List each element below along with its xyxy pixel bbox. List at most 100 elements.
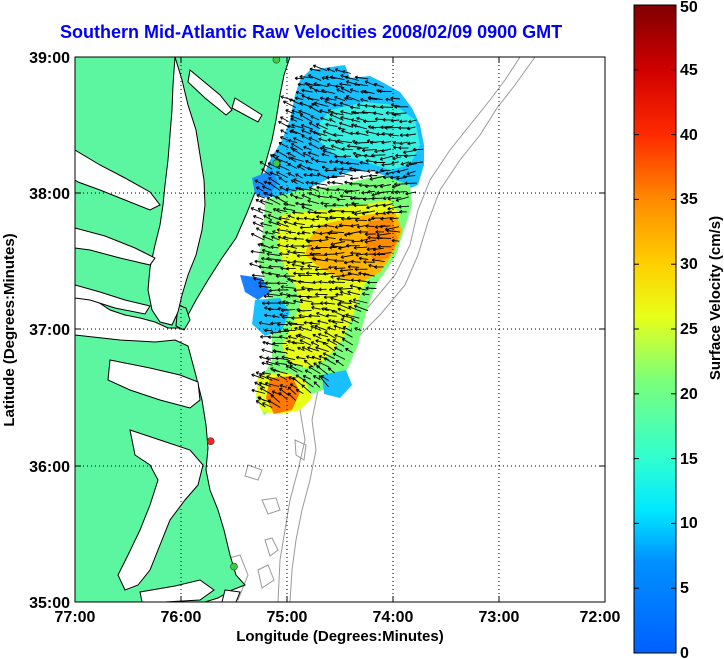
y-tick-label: 37:00	[29, 322, 70, 339]
velocity-arrow	[294, 96, 304, 101]
velocity-arrow	[299, 339, 312, 346]
velocity-arrow	[332, 202, 344, 207]
velocity-arrow	[326, 313, 337, 318]
velocity-arrow	[388, 133, 399, 137]
velocity-arrow	[315, 159, 327, 164]
colorbar-tick-label: 35	[680, 191, 698, 208]
velocity-arrow	[340, 87, 352, 94]
velocity-arrow	[293, 250, 305, 255]
velocity-arrow	[313, 210, 327, 215]
velocity-arrow	[375, 230, 384, 234]
velocity-arrow	[373, 252, 386, 257]
velocity-arrow	[287, 214, 295, 219]
velocity-arrow	[335, 359, 344, 367]
velocity-arrow	[406, 170, 416, 176]
velocity-arrow	[298, 325, 312, 332]
velocity-arrow	[297, 273, 313, 278]
velocity-arrow	[353, 168, 369, 173]
velocity-arrow	[278, 329, 290, 334]
velocity-arrow	[263, 191, 273, 198]
velocity-arrow	[325, 75, 336, 80]
velocity-arrow	[297, 308, 312, 313]
velocity-arrow	[345, 348, 353, 353]
velocity-arrow	[294, 76, 304, 81]
velocity-arrow	[312, 64, 328, 72]
velocity-arrow	[287, 152, 296, 158]
velocity-arrow	[404, 181, 417, 186]
velocity-arrow	[396, 168, 409, 174]
velocity-arrow	[358, 230, 369, 234]
velocity-arrow	[338, 287, 353, 292]
velocity-arrow	[387, 205, 401, 211]
velocity-arrow	[334, 96, 346, 102]
velocity-arrow	[357, 278, 367, 283]
velocity-arrow	[334, 333, 345, 339]
velocity-arrow	[255, 227, 264, 233]
velocity-arrow	[258, 321, 272, 326]
velocity-arrow	[311, 305, 321, 310]
velocity-arrow	[338, 237, 353, 242]
velocity-arrow	[344, 75, 359, 81]
velocity-arrow	[308, 121, 321, 130]
velocity-arrow	[264, 381, 279, 387]
velocity-arrow	[312, 333, 322, 340]
velocity-arrow	[308, 186, 320, 192]
velocity-arrow	[279, 186, 289, 192]
velocity-arrow	[385, 111, 394, 115]
velocity-arrow	[268, 220, 282, 227]
velocity-arrow	[309, 129, 322, 137]
velocity-arrow	[280, 129, 288, 135]
velocity-arrow	[328, 194, 338, 199]
velocity-arrow	[304, 159, 313, 165]
velocity-arrow	[405, 191, 417, 196]
velocity-arrow	[301, 244, 313, 249]
velocity-arrow	[256, 194, 266, 199]
velocity-arrow	[299, 114, 313, 123]
velocity-arrow	[255, 198, 266, 205]
velocity-arrow	[394, 104, 409, 109]
velocity-arrow	[290, 142, 304, 151]
velocity-arrow	[292, 210, 304, 215]
velocity-arrow	[268, 264, 282, 269]
radar-station-marker	[206, 437, 215, 446]
velocity-arrow	[344, 96, 353, 101]
axis-ticks	[75, 57, 605, 602]
velocity-arrow	[316, 214, 329, 219]
velocity-arrow	[375, 170, 385, 175]
velocity-arrow	[308, 313, 321, 318]
velocity-arrow	[322, 352, 335, 360]
velocity-arrow	[313, 101, 329, 108]
velocity-arrow	[263, 313, 272, 318]
velocity-arrow	[341, 314, 353, 319]
velocity-arrow	[310, 301, 321, 306]
velocity-arrow	[258, 284, 271, 289]
velocity-arrow	[293, 288, 306, 293]
velocity-arrow	[382, 196, 392, 201]
velocity-arrow	[379, 224, 391, 229]
velocity-arrow	[304, 369, 313, 374]
velocity-arrow	[324, 301, 336, 306]
velocity-arrow	[292, 148, 306, 158]
velocity-arrow	[353, 203, 368, 208]
velocity-arrow	[313, 381, 321, 388]
velocity-arrow	[367, 169, 376, 174]
velocity-arrow	[367, 235, 383, 240]
velocity-arrow	[314, 181, 328, 186]
velocity-arrow	[361, 148, 377, 153]
y-tick-label: 39:00	[29, 50, 70, 67]
velocity-arrow	[280, 95, 296, 102]
velocity-arrow	[301, 285, 313, 290]
velocity-arrow	[301, 202, 313, 207]
velocity-arrow	[347, 271, 360, 276]
velocity-arrow	[301, 230, 311, 235]
velocity-arrow	[381, 162, 393, 167]
velocity-arrow	[320, 201, 330, 206]
velocity-arrow	[398, 146, 409, 150]
velocity-arrow	[399, 209, 407, 214]
velocity-arrow	[277, 243, 288, 248]
velocity-arrow	[321, 165, 329, 170]
velocity-arrow	[297, 333, 312, 340]
velocity-arrow	[351, 201, 359, 206]
x-tick-label: 73:00	[479, 609, 520, 626]
velocity-arrow	[364, 80, 377, 87]
